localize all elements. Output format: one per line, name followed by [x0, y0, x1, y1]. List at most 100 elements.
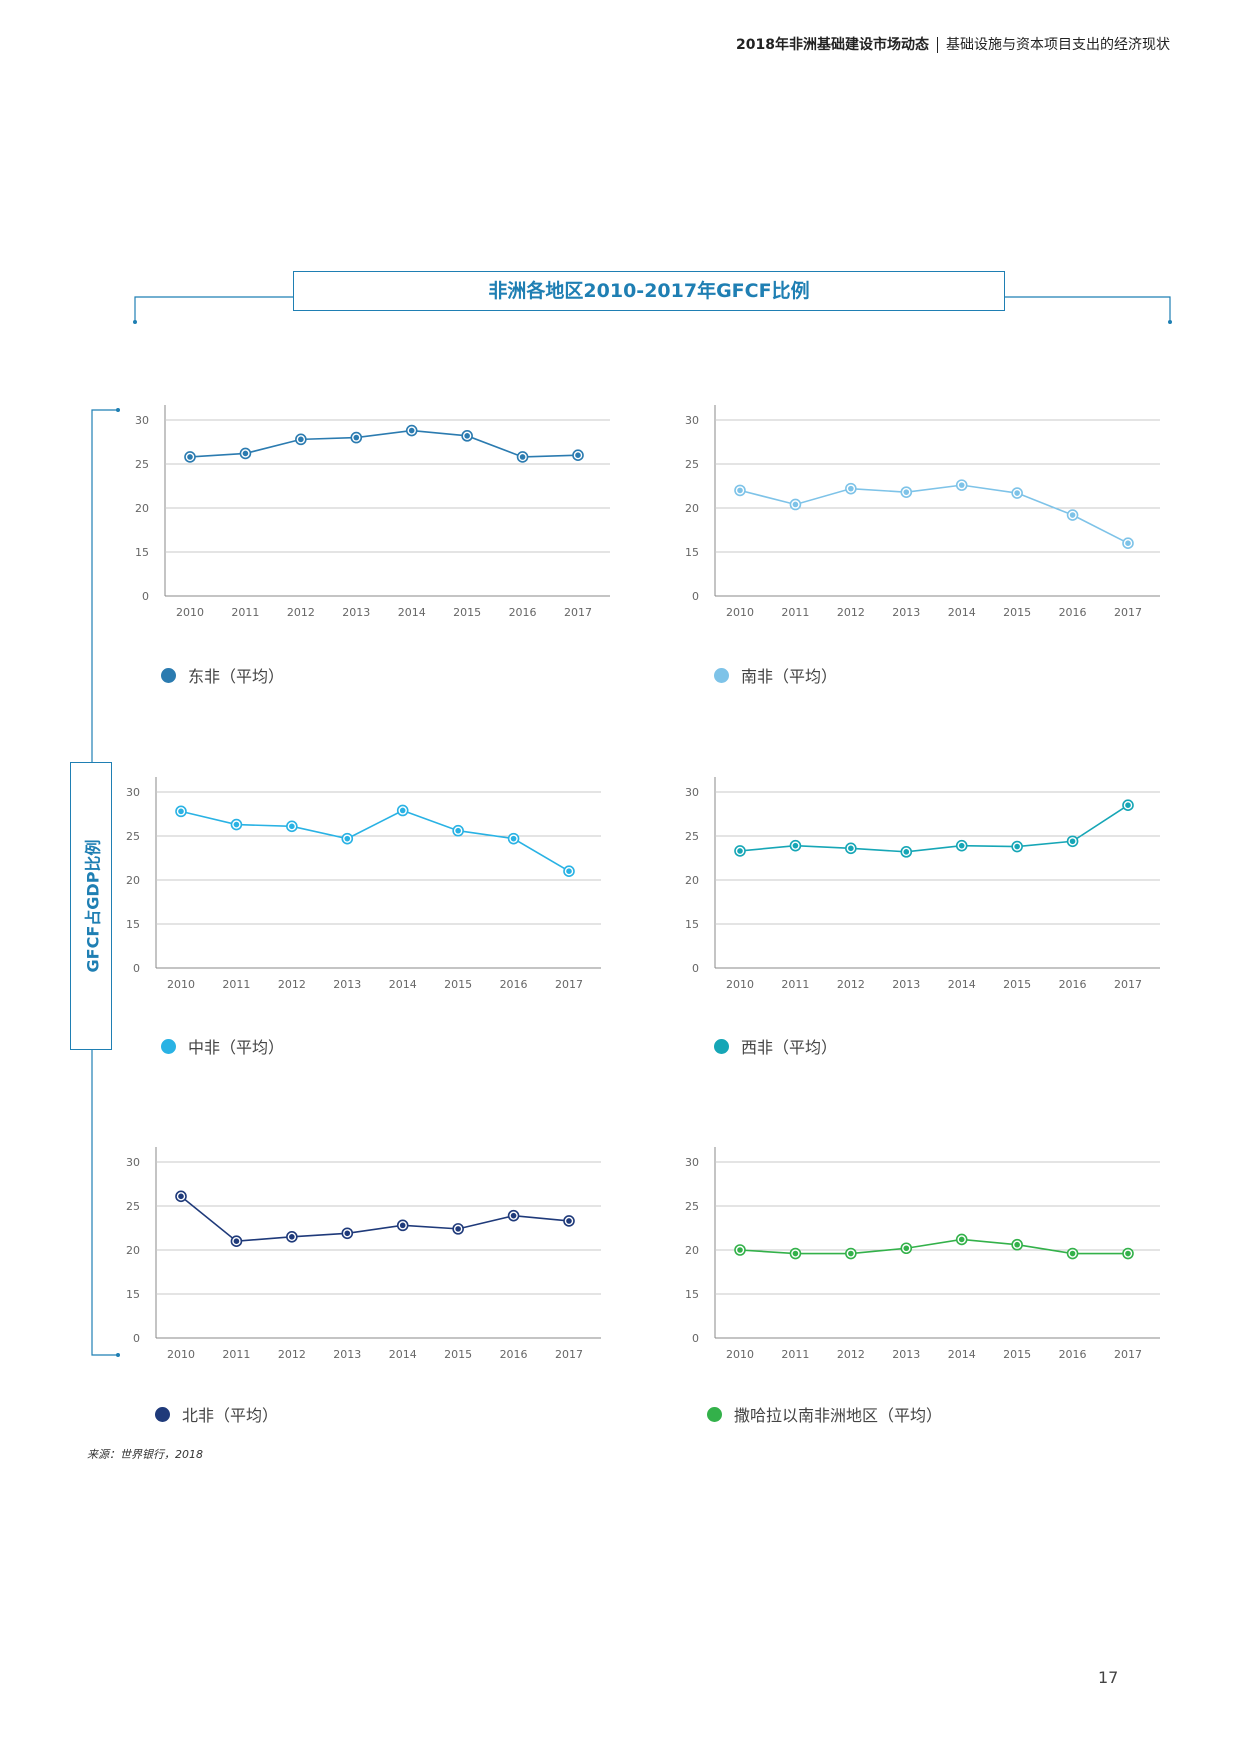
legend-east-africa: 东非（平均）: [161, 663, 284, 687]
data-point: [510, 1212, 517, 1219]
data-point: [1125, 1250, 1131, 1257]
legend-north-africa: 北非（平均）: [155, 1402, 278, 1426]
x-tick-label: 2010: [726, 606, 754, 619]
y-tick-label: 15: [685, 1288, 699, 1301]
data-point: [737, 848, 743, 854]
ylabel-bracket-bottom: [91, 1050, 118, 1356]
legend-label: 中非（平均）: [188, 1038, 285, 1057]
source-note: 来源：世界银行，2018: [87, 1448, 203, 1461]
x-tick-label: 2015: [1003, 978, 1031, 991]
x-tick-label: 2014: [389, 1348, 417, 1361]
y-tick-label: 25: [126, 830, 140, 843]
data-point: [399, 1222, 406, 1229]
y-tick-label: 0: [692, 1332, 699, 1345]
y-axis-label-box: GFCF占GDP比例: [70, 762, 112, 1050]
x-tick-label: 2011: [781, 978, 809, 991]
data-point: [958, 482, 965, 488]
y-tick-label: 20: [135, 502, 149, 515]
y-tick-label: 0: [142, 590, 149, 603]
title-bracket-left: [134, 296, 293, 322]
series-line: [739, 484, 1129, 544]
legend-label: 南非（平均）: [741, 667, 838, 686]
legend-dot-icon: [161, 667, 176, 683]
chart-west-africa: 0 15 20 25 30 2010 2011 2012 2013 2014 2015 2016 201…: [685, 777, 1160, 991]
legend-dot-icon: [714, 667, 729, 683]
x-tick-label: 2011: [222, 1348, 250, 1361]
x-tick-label: 2011: [231, 606, 259, 619]
y-tick-label: 25: [685, 458, 699, 471]
data-point: [1014, 843, 1020, 850]
x-tick-label: 2014: [948, 1348, 976, 1361]
y-axis-label: GFCF占GDP比例: [83, 839, 103, 973]
data-point: [848, 1250, 854, 1257]
x-tick-label: 2015: [1003, 1348, 1031, 1361]
y-tick-label: 20: [685, 502, 699, 515]
y-tick-label: 30: [135, 414, 149, 427]
data-point: [298, 436, 304, 443]
y-tick-label: 25: [685, 830, 699, 843]
x-tick-label: 2013: [892, 606, 920, 619]
y-tick-label: 20: [685, 1244, 699, 1257]
data-point: [1069, 1250, 1076, 1257]
data-point: [737, 1247, 743, 1253]
y-tick-label: 15: [685, 546, 699, 559]
title-bracket-right-dot: [1168, 320, 1172, 324]
title-bracket-left-dot: [133, 320, 137, 324]
legend-dot-icon: [714, 1038, 729, 1054]
series-line: [739, 1238, 1128, 1255]
data-point: [792, 842, 799, 849]
legend-dot-icon: [707, 1406, 722, 1422]
y-tick-label: 30: [126, 1156, 140, 1169]
x-tick-label: 2014: [398, 606, 426, 619]
title-bracket-right: [1005, 296, 1171, 322]
chart-south-africa: 0 15 20 25 30 2010 2011 2012 2013 2014 2015 2016 201…: [685, 405, 1160, 619]
x-tick-label: 2015: [444, 1348, 472, 1361]
data-point: [848, 485, 854, 492]
data-point: [455, 827, 461, 834]
y-tick-label: 30: [126, 786, 140, 799]
data-point: [289, 823, 295, 830]
data-point: [848, 845, 854, 852]
x-tick-label: 2017: [564, 606, 592, 619]
x-tick-label: 2014: [389, 978, 417, 991]
data-point: [353, 434, 360, 441]
legend-dot-icon: [161, 1038, 176, 1054]
y-tick-label: 0: [692, 590, 699, 603]
chart-central-africa: 0 15 20 25 30 2010 2011 2012 2013 2014 2015 2016 201…: [126, 777, 601, 991]
chart-east-africa: 0 15 20 25 30 2010 2011 2012 2013 2014 2015 2016 201…: [135, 405, 610, 619]
x-tick-label: 2011: [781, 606, 809, 619]
data-point: [792, 501, 799, 508]
data-point: [233, 821, 240, 828]
y-tick-label: 25: [135, 458, 149, 471]
x-tick-label: 2013: [333, 1348, 361, 1361]
data-point: [575, 452, 581, 458]
data-point: [566, 1218, 572, 1224]
page-header: 2018年非洲基础建设市场动态 基础设施与资本项目支出的经济现状: [736, 34, 1170, 54]
y-tick-label: 0: [133, 962, 140, 975]
data-point: [1014, 490, 1020, 496]
data-point: [178, 1193, 184, 1200]
header-separator: [937, 37, 938, 53]
x-tick-label: 2016: [1059, 606, 1087, 619]
x-tick-label: 2015: [453, 606, 481, 619]
data-point: [344, 835, 351, 842]
data-point: [233, 1238, 240, 1244]
data-point: [903, 1245, 910, 1252]
data-point: [344, 1230, 351, 1237]
data-point: [408, 427, 415, 434]
x-tick-label: 2017: [1114, 978, 1142, 991]
data-point: [455, 1226, 461, 1232]
y-tick-label: 30: [685, 414, 699, 427]
header-report-title: 2018年非洲基础建设市场动态: [736, 37, 929, 53]
page-number: 17: [1098, 1668, 1119, 1687]
x-tick-label: 2013: [892, 1348, 920, 1361]
x-tick-label: 2017: [555, 978, 583, 991]
y-tick-label: 15: [126, 918, 140, 931]
y-tick-label: 15: [135, 546, 149, 559]
legend-dot-icon: [155, 1406, 170, 1422]
data-point: [1014, 1241, 1020, 1248]
legend-sub-saharan-africa: 撒哈拉以南非洲地区（平均）: [707, 1402, 942, 1426]
chart-north-africa: 0 15 20 25 30 2010 2011 2012 2013 2014 2015 2016 201…: [126, 1147, 601, 1361]
x-tick-label: 2014: [948, 978, 976, 991]
